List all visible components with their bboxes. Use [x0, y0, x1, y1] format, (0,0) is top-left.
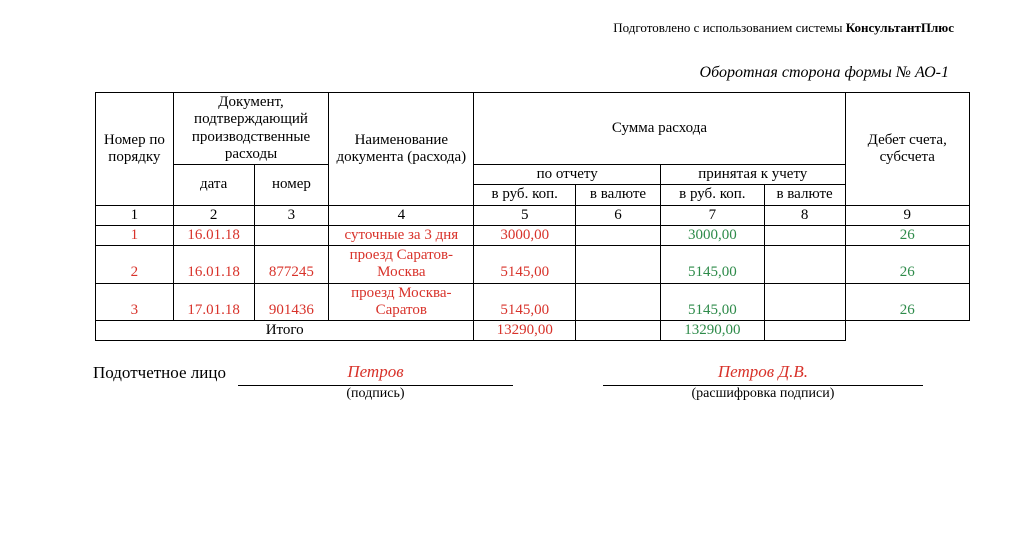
table-row: 317.01.18901436проезд Москва-Саратов5145… [96, 283, 970, 321]
th-date: дата [173, 165, 254, 206]
table-row: 116.01.18суточные за 3 дня3000,003000,00… [96, 225, 970, 245]
th-rep-val: в валюте [575, 185, 660, 205]
cell [575, 246, 660, 284]
total-row: Итого 13290,00 13290,00 [96, 321, 970, 341]
th-debit: Дебет счета, субсчета [845, 93, 969, 206]
expense-table: Номер по порядку Документ, подтверждающи… [95, 92, 970, 341]
cell: 3 [96, 283, 174, 321]
cell: 26 [845, 225, 969, 245]
cell: 5145,00 [474, 246, 576, 284]
cell: 2 [96, 246, 174, 284]
index-row: 1 2 3 4 5 6 7 8 9 [96, 205, 970, 225]
th-acc-rub: в руб. коп. [660, 185, 764, 205]
cell [254, 225, 329, 245]
form-title: Оборотная сторона формы № АО-1 [95, 64, 949, 82]
signature-caption: (подпись) [238, 386, 513, 402]
th-rep-rub: в руб. коп. [474, 185, 576, 205]
total-acc-rub: 13290,00 [660, 321, 764, 341]
cell [575, 225, 660, 245]
th-sum-group: Сумма расхода [474, 93, 845, 165]
signature-area: Подотчетное лицо Петров (подпись) Петров… [95, 363, 964, 402]
cell: 901436 [254, 283, 329, 321]
cell: 17.01.18 [173, 283, 254, 321]
th-num: Номер по порядку [96, 93, 174, 206]
cell: 877245 [254, 246, 329, 284]
cell [764, 225, 845, 245]
cell [764, 246, 845, 284]
cell: 1 [96, 225, 174, 245]
header-note: Подготовлено с использованием системы Ко… [95, 20, 954, 36]
cell: суточные за 3 дня [329, 225, 474, 245]
table-row: 216.01.18877245проезд Саратов-Москва5145… [96, 246, 970, 284]
cell: 3000,00 [474, 225, 576, 245]
total-rep-rub: 13290,00 [474, 321, 576, 341]
cell: 16.01.18 [173, 246, 254, 284]
cell: 16.01.18 [173, 225, 254, 245]
cell [575, 283, 660, 321]
total-label: Итого [96, 321, 474, 341]
signature-label: Подотчетное лицо [93, 363, 226, 383]
cell: проезд Саратов-Москва [329, 246, 474, 284]
signature-value: Петров [347, 362, 403, 381]
cell: 26 [845, 246, 969, 284]
th-name: Наименование документа (расхода) [329, 93, 474, 206]
cell [764, 283, 845, 321]
th-doc-group: Документ, подтверждающий производственны… [173, 93, 329, 165]
signature-decode-caption: (расшифровка подписи) [603, 386, 923, 402]
th-docnum: номер [254, 165, 329, 206]
cell: 5145,00 [660, 246, 764, 284]
header-note-bold: КонсультантПлюс [846, 20, 954, 35]
cell: 3000,00 [660, 225, 764, 245]
cell: 5145,00 [660, 283, 764, 321]
th-report: по отчету [474, 165, 661, 185]
th-acc-val: в валюте [764, 185, 845, 205]
header-note-prefix: Подготовлено с использованием системы [613, 20, 845, 35]
cell: проезд Москва-Саратов [329, 283, 474, 321]
th-accepted: принятая к учету [660, 165, 845, 185]
signature-decode-value: Петров Д.В. [718, 362, 808, 381]
cell: 26 [845, 283, 969, 321]
cell: 5145,00 [474, 283, 576, 321]
